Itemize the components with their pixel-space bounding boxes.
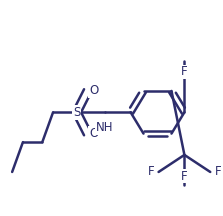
- Text: S: S: [73, 106, 81, 119]
- Text: F: F: [181, 65, 188, 78]
- Text: NH: NH: [96, 121, 114, 134]
- Text: O: O: [89, 127, 99, 140]
- Text: F: F: [181, 170, 188, 183]
- Text: F: F: [148, 165, 154, 178]
- Text: O: O: [89, 84, 99, 97]
- Text: F: F: [215, 165, 221, 178]
